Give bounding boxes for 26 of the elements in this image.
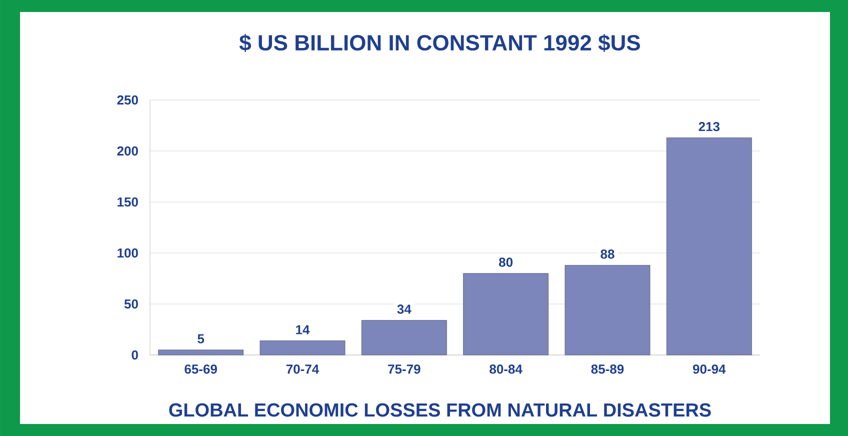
x-tick-label: 85-89 [591,364,624,374]
bar [463,273,549,356]
y-tick-label: 100 [118,248,138,258]
x-tick-label: 70-74 [286,364,320,374]
y-tick-label: 200 [117,146,138,156]
x-tick-label: 75-79 [388,364,420,374]
x-tick-label: 80-84 [490,364,522,374]
y-tick-label: 50 [124,299,138,309]
y-tick-label: 0 [132,350,138,360]
data-label: 5 [198,334,204,344]
data-label: 213 [698,122,720,132]
chart-title: $ US BILLION IN CONSTANT 1992 $US [239,34,640,52]
bar [158,350,244,356]
x-tick-label: 90-94 [692,364,726,374]
x-tick-label: 65-69 [184,364,217,374]
data-label: 88 [600,249,614,259]
data-label: 80 [499,258,513,267]
bar [564,265,650,356]
y-tick-label: 250 [117,95,138,105]
x-axis-title: GLOBAL ECONOMIC LOSSES FROM NATURAL DISASTERS [169,403,711,417]
data-label: 34 [397,304,412,314]
bar [666,138,752,356]
bar [361,320,447,356]
data-label: 14 [296,325,310,334]
y-tick-label: 150 [118,197,138,207]
bar [260,340,346,356]
